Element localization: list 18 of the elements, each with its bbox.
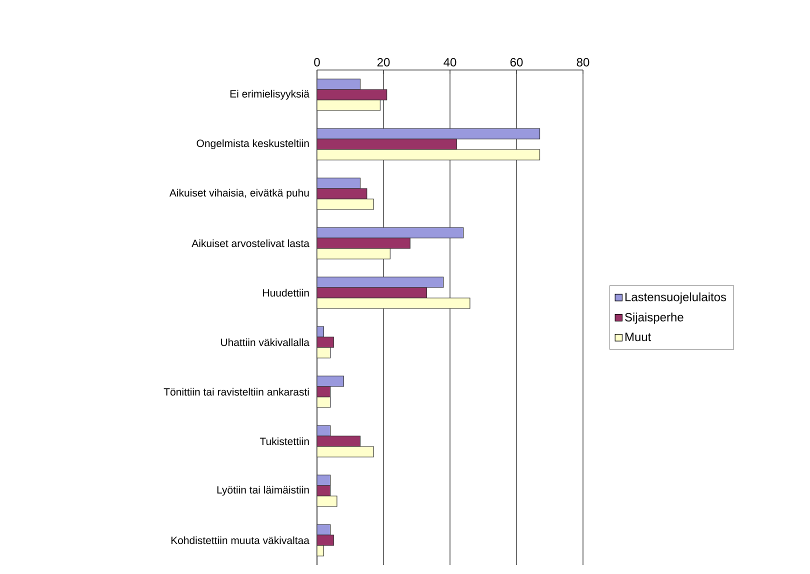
y-tick-label: Ei erimielisyyksiä	[230, 90, 310, 100]
x-tick-label: 60	[510, 58, 523, 66]
y-tick-label: Kohdistettiin muuta väkivaltaa	[171, 536, 310, 544]
legend-label: Lastensuojelulaitos	[625, 292, 726, 304]
legend-label: Muut	[625, 332, 652, 342]
x-tick-label: 40	[444, 58, 456, 66]
y-tick-label: Uhattiin väkivallalla	[221, 338, 310, 346]
y-tick-label: Aikuiset arvostelivat lasta	[192, 239, 310, 248]
y-tick-label: Tukistettiin	[260, 437, 309, 446]
y-tick-label: Lyötiin tai läimäistiin	[217, 486, 309, 496]
x-tick-label: 0	[314, 58, 320, 66]
y-tick-label: Ongelmista keskusteltiin	[196, 139, 309, 150]
x-tick-label: 20	[377, 58, 390, 66]
y-tick-label: Huudettiin	[263, 288, 309, 297]
x-tick-label: 80	[576, 58, 590, 66]
y-tick-label: Aikuiset vihaisia, eivätkä puhu	[169, 188, 309, 199]
legend-label: Sijaisperhe	[625, 312, 684, 324]
y-tick-label: Tönittiin tai ravisteltiin ankarasti	[164, 388, 309, 396]
